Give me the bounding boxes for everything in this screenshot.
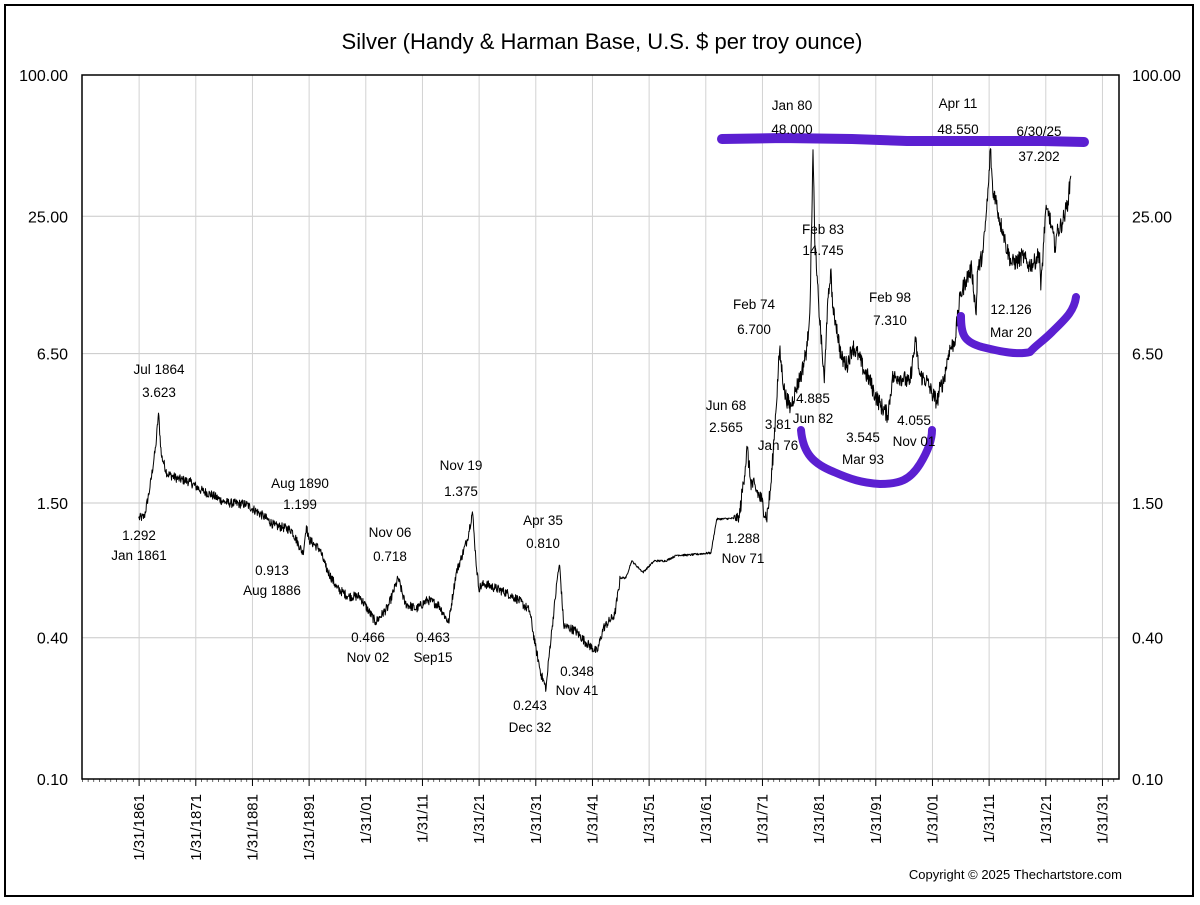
annotation-value: 0.463 <box>416 630 450 645</box>
annotation-date: Jun 68 <box>706 398 747 413</box>
x-tick-label: 1/31/41 <box>584 794 601 844</box>
annotation-value: 0.810 <box>526 536 560 551</box>
x-tick-label: 1/31/1861 <box>131 794 148 861</box>
x-tick-label: 1/31/81 <box>811 794 828 844</box>
annotation-value: 48.550 <box>937 122 978 137</box>
x-tick-label: 1/31/1891 <box>301 794 318 861</box>
annotation-date: Feb 83 <box>802 222 844 237</box>
annotation-value: 0.243 <box>513 698 547 713</box>
annotation-value: 0.466 <box>351 630 385 645</box>
copyright-text: Copyright © 2025 Thechartstore.com <box>909 867 1122 882</box>
annotation-value: 4.885 <box>796 391 830 406</box>
annotation-date: Nov 71 <box>722 551 765 566</box>
markup-resistance-line <box>717 133 1089 147</box>
annotation-value: 0.348 <box>560 664 594 679</box>
annotation-value: 1.199 <box>283 497 317 512</box>
annotation-value: 1.288 <box>726 531 760 546</box>
annotation-date: Apr 11 <box>939 96 978 111</box>
annotation-date: Mar 20 <box>990 325 1032 340</box>
annotation-date: Nov 19 <box>440 458 483 473</box>
annotation-date: Aug 1890 <box>271 476 329 491</box>
y-tick-label-right: 100.00 <box>1132 68 1181 85</box>
y-tick-label-left: 100.00 <box>19 68 68 85</box>
annotation-layer: Jul 1864 3.623 1.292 Jan 1861 Aug 1890 1.199 0… <box>111 96 1061 735</box>
chart-svg: Silver (Handy & Harman Base, U.S. $ per … <box>19 29 1181 882</box>
chart-title: Silver (Handy & Harman Base, U.S. $ per … <box>342 29 863 54</box>
annotation-date: Feb 74 <box>733 297 776 312</box>
x-tick-label: 1/31/1881 <box>244 794 261 861</box>
annotation-value: 6.700 <box>737 322 771 337</box>
annotation-date: Apr 35 <box>523 513 563 528</box>
annotation-value: 14.745 <box>802 243 843 258</box>
y-tick-label-left: 0.10 <box>37 772 68 789</box>
x-tick-label: 1/31/21 <box>471 794 488 844</box>
y-tick-label-left: 0.40 <box>37 631 68 648</box>
price-series-line <box>138 148 1072 692</box>
y-tick-label-left: 25.00 <box>28 209 68 226</box>
annotation-value: 3.623 <box>142 385 176 400</box>
x-tick-label: 1/31/31 <box>528 794 545 844</box>
y-tick-label-right: 25.00 <box>1132 209 1172 226</box>
annotation-date: Aug 1886 <box>243 583 301 598</box>
annotation-date: Nov 01 <box>893 434 936 449</box>
x-tick-label: 1/31/01 <box>924 794 941 844</box>
annotation-date: Jan 76 <box>758 438 799 453</box>
series-layer <box>138 148 1072 692</box>
markup-layer <box>717 133 1089 488</box>
annotation-value: 37.202 <box>1018 149 1059 164</box>
x-tick-label: 1/31/71 <box>754 794 771 844</box>
markup-base-arc-2 <box>957 293 1080 358</box>
x-tick-label: 1/31/31 <box>1094 794 1111 844</box>
x-tick-label: 1/31/01 <box>358 794 375 844</box>
annotation-value: 2.565 <box>709 420 743 435</box>
annotation-value: 48.000 <box>771 122 812 137</box>
annotation-date: Jun 82 <box>793 411 834 426</box>
plot-border <box>81 74 1120 780</box>
y-tick-label-right: 1.50 <box>1132 496 1163 513</box>
annotation-date: 6/30/25 <box>1016 124 1061 139</box>
annotation-date: Mar 93 <box>842 452 884 467</box>
x-tick-label: 1/31/11 <box>414 794 431 843</box>
y-tick-label-left: 1.50 <box>37 496 68 513</box>
annotation-value: 7.310 <box>873 313 907 328</box>
annotation-date: Sep15 <box>413 650 452 665</box>
x-tick-label: 1/31/51 <box>641 794 658 844</box>
x-tick-label: 1/31/91 <box>868 794 885 844</box>
annotation-value: 3.545 <box>846 430 880 445</box>
annotation-value: 0.913 <box>255 563 289 578</box>
y-tick-label-right: 0.40 <box>1132 631 1163 648</box>
x-tick-label: 1/31/11 <box>981 794 998 843</box>
annotation-date: Jan 80 <box>772 98 813 113</box>
y-tick-label-right: 0.10 <box>1132 772 1163 789</box>
annotation-value: 12.126 <box>990 302 1031 317</box>
annotation-date: Nov 02 <box>347 650 390 665</box>
annotation-value: 0.718 <box>373 549 407 564</box>
annotation-value: 1.375 <box>444 484 478 499</box>
axis-layer: 100.00 100.00 25.00 25.00 6.50 6.50 1.50 1.50 0.… <box>19 68 1181 861</box>
y-tick-label-right: 6.50 <box>1132 347 1163 364</box>
grid-layer <box>82 75 1119 779</box>
annotation-date: Jan 1861 <box>111 548 167 563</box>
annotation-value: 4.055 <box>897 413 931 428</box>
annotation-date: Feb 98 <box>869 290 911 305</box>
annotation-date: Jul 1864 <box>133 362 185 377</box>
x-tick-label: 1/31/1871 <box>188 794 205 861</box>
x-tick-label: 1/31/61 <box>698 794 715 844</box>
x-tick-label: 1/31/21 <box>1038 794 1055 844</box>
annotation-date: Nov 06 <box>369 525 412 540</box>
annotation-value: 1.292 <box>122 528 156 543</box>
chart-frame: Silver (Handy & Harman Base, U.S. $ per … <box>4 4 1194 897</box>
annotation-date: Nov 41 <box>556 683 599 698</box>
markup-base-arc-1 <box>797 426 936 488</box>
annotation-date: Dec 32 <box>509 720 552 735</box>
y-tick-label-left: 6.50 <box>37 347 68 364</box>
annotation-value: 3.81 <box>765 417 791 432</box>
